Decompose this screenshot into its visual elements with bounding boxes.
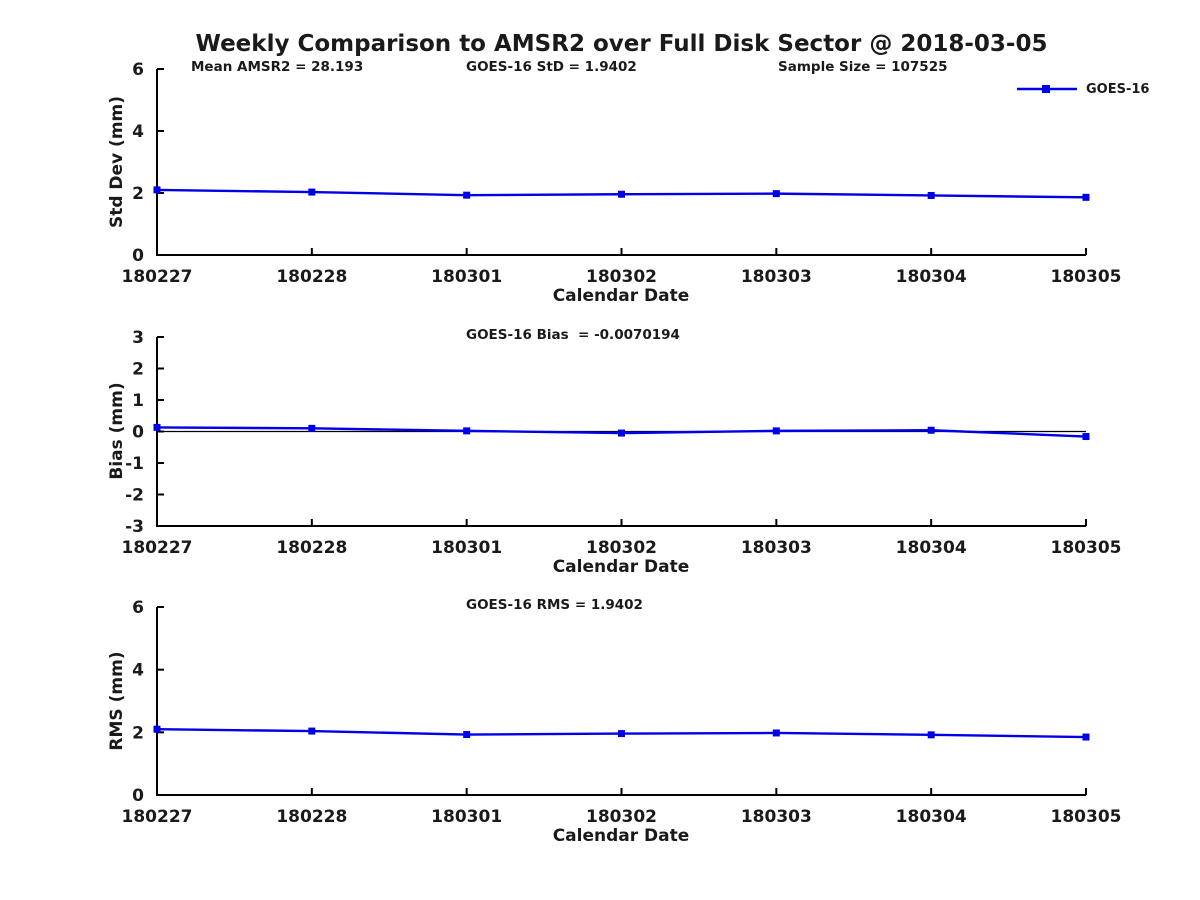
x-tick-label: 180228: [276, 267, 347, 287]
y-axis-label-stddev: Std Dev (mm): [107, 95, 127, 229]
y-tick-label: -2: [125, 486, 144, 506]
annotation-sample-size: Sample Size = 107525: [778, 59, 948, 75]
x-tick-label: 180227: [122, 267, 193, 287]
y-tick-label: 1: [132, 391, 144, 411]
legend-label: GOES-16: [1086, 81, 1150, 97]
data-point-marker: [927, 426, 935, 434]
y-tick-label: 2: [132, 184, 144, 204]
annotation-goes16-bias: GOES-16 Bias = -0.0070194: [466, 327, 680, 343]
x-tick-label: 180228: [276, 538, 347, 558]
axis-frame: [156, 607, 1086, 796]
x-tick-label: 180303: [741, 538, 812, 558]
y-axis-label-rms: RMS (mm): [107, 651, 127, 751]
data-point-marker: [772, 427, 780, 435]
x-tick-label: 180303: [741, 807, 812, 827]
data-point-marker: [1082, 193, 1090, 201]
y-tick-label: 2: [132, 360, 144, 380]
data-point-marker: [618, 429, 625, 437]
legend-marker-icon: [1042, 85, 1050, 93]
plot-0: 0 2 4 6 180227 180228 180301 180302 180303 180304…: [122, 60, 1122, 287]
x-axis-label-bottom: Calendar Date: [552, 826, 690, 846]
y-tick-label: 0: [132, 423, 144, 443]
y-tick-label: 3: [132, 328, 144, 348]
x-tick-label: 180304: [896, 807, 967, 827]
x-tick-label: 180228: [276, 807, 347, 827]
y-axis-label-bias: Bias (mm): [107, 382, 127, 480]
plot-1: -3 -2 -1 0 1 2 3 180227 180228 180301 180302 180303…: [122, 328, 1122, 558]
data-point-marker: [153, 725, 161, 733]
x-tick-label: 180305: [1051, 538, 1122, 558]
plot-2: 0 2 4 6 180227 180228 180301 180302 180303 180304…: [122, 598, 1122, 827]
x-tick-label: 180302: [586, 538, 657, 558]
data-point-marker: [153, 423, 161, 431]
x-tick-label: 180227: [122, 538, 193, 558]
x-tick-label: 180303: [741, 267, 812, 287]
axis-frame: [156, 69, 1086, 256]
y-tick-label: 4: [132, 661, 144, 681]
data-point-marker: [153, 186, 161, 194]
annotation-goes16-std: GOES-16 StD = 1.9402: [466, 59, 637, 75]
x-tick-label: 180302: [586, 807, 657, 827]
y-tick-label: -3: [125, 517, 144, 537]
y-tick-label: 6: [132, 60, 144, 80]
data-point-marker: [463, 731, 471, 739]
data-point-marker: [463, 427, 471, 435]
x-tick-label: 180302: [586, 267, 657, 287]
x-tick-label: 180305: [1051, 267, 1122, 287]
data-point-marker: [618, 190, 625, 198]
x-tick-label: 180301: [431, 538, 502, 558]
data-point-marker: [618, 730, 625, 738]
x-tick-label: 180304: [896, 538, 967, 558]
legend: GOES-16: [1016, 80, 1149, 98]
data-point-marker: [463, 191, 471, 199]
figure-title: Weekly Comparison to AMSR2 over Full Dis…: [195, 31, 1048, 57]
x-tick-label: 180227: [122, 807, 193, 827]
x-tick-label: 180301: [431, 807, 502, 827]
x-axis-label-top: Calendar Date: [552, 286, 690, 306]
data-point-marker: [927, 191, 935, 199]
legend-line-marker-icon: [1017, 85, 1077, 93]
x-tick-label: 180304: [896, 267, 967, 287]
y-tick-label: 2: [132, 723, 144, 743]
annotation-mean-amsr2: Mean AMSR2 = 28.193: [191, 59, 364, 75]
y-tick-label: 0: [132, 246, 144, 266]
data-point-marker: [308, 727, 316, 735]
y-tick-label: 4: [132, 122, 144, 142]
y-tick-label: 6: [132, 598, 144, 618]
data-point-marker: [1082, 433, 1090, 441]
data-point-marker: [308, 188, 316, 196]
data-point-marker: [772, 190, 780, 198]
data-point-marker: [927, 731, 935, 739]
data-point-marker: [1082, 733, 1090, 741]
data-point-marker: [772, 729, 780, 737]
y-tick-label: -1: [125, 454, 144, 474]
y-tick-label: 0: [132, 786, 144, 806]
data-point-marker: [308, 424, 316, 432]
x-tick-label: 180305: [1051, 807, 1122, 827]
annotation-goes16-rms: GOES-16 RMS = 1.9402: [466, 597, 643, 613]
x-tick-label: 180301: [431, 267, 502, 287]
x-axis-label-middle: Calendar Date: [552, 557, 690, 577]
